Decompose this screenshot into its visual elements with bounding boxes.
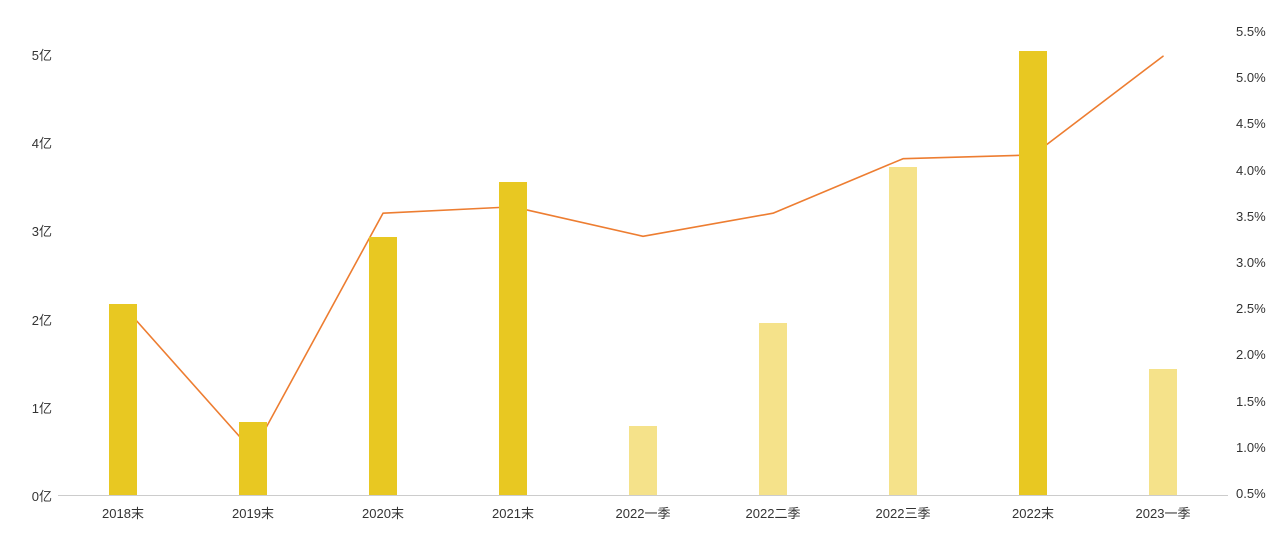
bar — [239, 422, 267, 495]
bar — [1019, 51, 1047, 495]
y-right-tick-label: 1.5% — [1236, 394, 1266, 409]
y-right-tick-label: 5.5% — [1236, 24, 1266, 39]
x-tick-label: 2022三季 — [876, 503, 931, 522]
x-tick-label: 2021末 — [492, 503, 534, 522]
y-left-tick-label: 1亿 — [32, 398, 52, 417]
y-left-tick-label: 4亿 — [32, 133, 52, 152]
y-left-tick-label: 3亿 — [32, 221, 52, 240]
y-right-tick-label: 3.0% — [1236, 255, 1266, 270]
y-right-tick-label: 2.0% — [1236, 347, 1266, 362]
x-tick-label: 2019末 — [232, 503, 274, 522]
y-right-tick-label: 4.5% — [1236, 116, 1266, 131]
y-right-tick-label: 5.0% — [1236, 70, 1266, 85]
x-tick-label: 2022一季 — [616, 503, 671, 522]
x-tick-label: 2023一季 — [1136, 503, 1191, 522]
y-right-tick-label: 3.5% — [1236, 209, 1266, 224]
bar — [889, 167, 917, 495]
y-left-tick-label: 2亿 — [32, 310, 52, 329]
x-tick-label: 2022二季 — [746, 503, 801, 522]
y-right-tick-label: 4.0% — [1236, 163, 1266, 178]
y-right-tick-label: 1.0% — [1236, 440, 1266, 455]
bar — [369, 237, 397, 495]
x-tick-label: 2018末 — [102, 503, 144, 522]
x-tick-label: 2022末 — [1012, 503, 1054, 522]
y-left-tick-label: 0亿 — [32, 486, 52, 505]
bar — [1149, 369, 1177, 495]
y-left-tick-label: 5亿 — [32, 45, 52, 64]
y-right-tick-label: 2.5% — [1236, 301, 1266, 316]
bar — [109, 304, 137, 495]
x-tick-label: 2020末 — [362, 503, 404, 522]
line-series — [123, 56, 1163, 451]
bar — [629, 426, 657, 495]
combo-chart: 0亿 1亿 2亿 3亿 4亿 5亿 0.5% 1.0% 1.5% 2.0% 2.5% 3.0% 3.5%… — [0, 0, 1286, 535]
y-right-tick-label: 0.5% — [1236, 486, 1266, 501]
bar — [759, 323, 787, 495]
bar — [499, 182, 527, 495]
